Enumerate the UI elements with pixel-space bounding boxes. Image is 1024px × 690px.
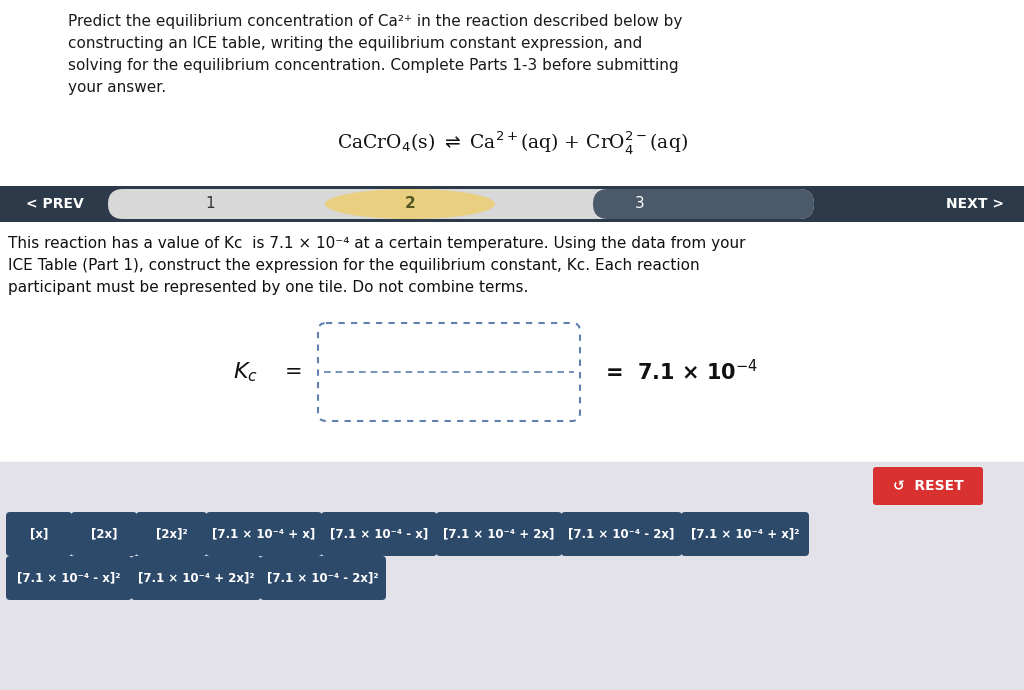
FancyBboxPatch shape [131, 556, 261, 600]
Text: 2: 2 [404, 197, 416, 212]
FancyBboxPatch shape [436, 512, 562, 556]
Text: your answer.: your answer. [68, 80, 166, 95]
Text: 1: 1 [205, 197, 215, 212]
FancyBboxPatch shape [71, 512, 137, 556]
Text: =: = [286, 362, 303, 382]
Text: < PREV: < PREV [27, 197, 84, 211]
Text: ↺  RESET: ↺ RESET [893, 479, 964, 493]
Text: constructing an ICE table, writing the equilibrium constant expression, and: constructing an ICE table, writing the e… [68, 36, 642, 51]
FancyBboxPatch shape [206, 512, 322, 556]
FancyBboxPatch shape [321, 512, 437, 556]
Text: 3: 3 [635, 197, 645, 212]
Text: [7.1 × 10⁻⁴ - x]²: [7.1 × 10⁻⁴ - x]² [17, 571, 121, 584]
Text: $K_c$: $K_c$ [233, 360, 258, 384]
Text: [7.1 × 10⁻⁴ + x]²: [7.1 × 10⁻⁴ + x]² [691, 527, 799, 540]
FancyBboxPatch shape [6, 512, 72, 556]
Text: [2x]: [2x] [91, 527, 118, 540]
Text: [x]: [x] [30, 527, 48, 540]
Text: [7.1 × 10⁻⁴ - 2x]: [7.1 × 10⁻⁴ - 2x] [568, 527, 675, 540]
Bar [0, 462, 1024, 690]
Text: [7.1 × 10⁻⁴ - x]: [7.1 × 10⁻⁴ - x] [330, 527, 428, 540]
FancyBboxPatch shape [318, 323, 580, 421]
Text: ICE Table (Part 1), construct the expression for the equilibrium constant, Kc. E: ICE Table (Part 1), construct the expres… [8, 258, 699, 273]
Bar [0, 0, 1024, 462]
Text: [7.1 × 10⁻⁴ + 2x]²: [7.1 × 10⁻⁴ + 2x]² [138, 571, 254, 584]
FancyBboxPatch shape [681, 512, 809, 556]
Text: This reaction has a value of Kc  is 7.1 × 10⁻⁴ at a certain temperature. Using t: This reaction has a value of Kc is 7.1 ×… [8, 236, 745, 251]
Text: participant must be represented by one tile. Do not combine terms.: participant must be represented by one t… [8, 280, 528, 295]
Text: NEXT >: NEXT > [946, 197, 1004, 211]
Ellipse shape [325, 189, 495, 219]
FancyBboxPatch shape [108, 189, 814, 219]
FancyBboxPatch shape [6, 556, 132, 600]
Text: CaCrO$_4$(s) $\rightleftharpoons$ Ca$^{2+}$(aq) + CrO$_4^{2-}$(aq): CaCrO$_4$(s) $\rightleftharpoons$ Ca$^{2… [337, 130, 687, 157]
FancyBboxPatch shape [873, 467, 983, 505]
Text: solving for the equilibrium concentration. Complete Parts 1-3 before submitting: solving for the equilibrium concentratio… [68, 58, 679, 73]
FancyBboxPatch shape [0, 186, 1024, 222]
FancyBboxPatch shape [260, 556, 386, 600]
Text: [7.1 × 10⁻⁴ + 2x]: [7.1 × 10⁻⁴ + 2x] [443, 527, 555, 540]
Text: Predict the equilibrium concentration of Ca²⁺ in the reaction described below by: Predict the equilibrium concentration of… [68, 14, 682, 29]
FancyBboxPatch shape [136, 512, 207, 556]
FancyBboxPatch shape [593, 189, 814, 219]
Text: =  7.1 × 10$^{-4}$: = 7.1 × 10$^{-4}$ [605, 359, 758, 384]
FancyBboxPatch shape [561, 512, 682, 556]
Text: [7.1 × 10⁻⁴ - 2x]²: [7.1 × 10⁻⁴ - 2x]² [267, 571, 379, 584]
Text: [2x]²: [2x]² [156, 527, 187, 540]
Text: [7.1 × 10⁻⁴ + x]: [7.1 × 10⁻⁴ + x] [212, 527, 315, 540]
